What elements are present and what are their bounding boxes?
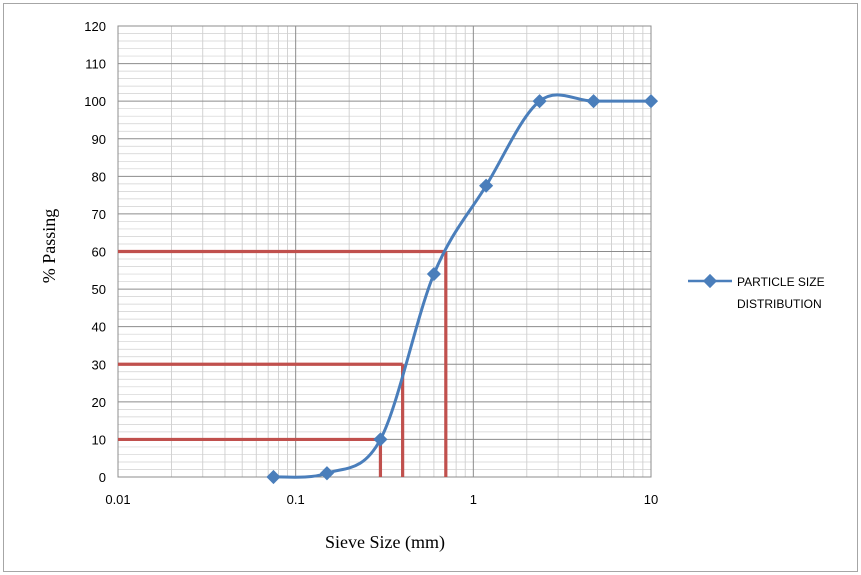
legend-label-line2: DISTRIBUTION [737,297,822,311]
series-marker [479,178,494,193]
y-tick-label: 100 [84,94,106,109]
y-tick-label: 20 [92,395,106,410]
series-marker [319,466,335,481]
x-tick-label: 0.01 [105,492,130,507]
y-tick-labels: 0 10 20 30 40 50 60 70 80 90 100 110 120 [84,19,106,485]
series-marker [532,94,547,109]
series-group [266,93,659,485]
series-marker [643,94,659,109]
y-tick-label: 10 [92,432,106,447]
y-tick-label: 60 [92,245,106,260]
y-tick-label: 30 [92,357,106,372]
x-tick-label: 10 [644,492,658,507]
y-tick-label: 50 [92,282,106,297]
series-marker [426,266,441,282]
reference-lines [118,249,448,477]
x-tick-label: 0.1 [287,492,305,507]
legend: PARTICLE SIZE DISTRIBUTION [688,273,825,311]
y-axis-title: % Passing [39,209,59,284]
y-tick-label: 120 [84,19,106,34]
series-marker [266,469,281,485]
x-axis-title: Sieve Size (mm) [325,532,445,553]
y-tick-label: 90 [92,132,106,147]
y-tick-label: 0 [99,470,106,485]
series-line [273,93,651,479]
y-tick-label: 40 [92,320,106,335]
x-tick-label: 1 [470,492,477,507]
y-tick-label: 70 [92,207,106,222]
y-tick-label: 110 [85,57,106,72]
y-tick-label: 80 [92,169,106,184]
legend-marker [702,273,718,289]
legend-label-line1: PARTICLE SIZE [737,275,825,289]
series-marker [586,94,601,109]
x-tick-labels: 0.01 0.1 1 10 [105,492,658,507]
series-marker [373,432,388,447]
